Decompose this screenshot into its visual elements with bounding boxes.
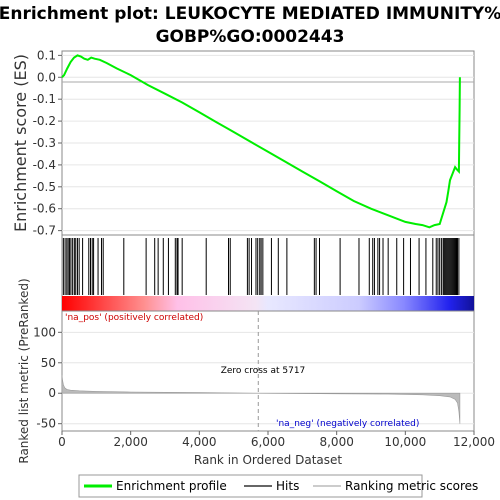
- x-tick-label: 12,000: [453, 435, 495, 449]
- x-tick-label: 4,000: [182, 435, 216, 449]
- es-y-tick-label: 0.0: [37, 70, 56, 84]
- metric-y-tick-label: -50: [36, 417, 56, 431]
- es-y-tick-label: -0.7: [33, 224, 56, 238]
- enrichment-profile-line: [61, 54, 461, 229]
- x-tick-label: 2,000: [113, 435, 147, 449]
- es-y-axis-label: Enrichment score (ES): [11, 54, 30, 232]
- metric-y-tick-label: 100: [33, 325, 56, 339]
- es-panel: 0.1 0.0 -0.1 -0.2 -0.3 -0.4 -0.5 -0.6 -0.7 Enric…: [11, 48, 475, 238]
- legend-profile-label: Enrichment profile: [116, 479, 227, 493]
- metric-y-axis-label: Ranked list metric (PreRanked): [17, 278, 31, 463]
- legend-hits-label: Hits: [276, 479, 299, 493]
- chart-title-line2: GOBP%GO:0002443: [156, 27, 345, 47]
- legend: Enrichment profile Hits Ranking metric s…: [78, 474, 478, 498]
- metric-y-ticks: 100 50 0 -50: [33, 325, 62, 431]
- chart-title-line1: Enrichment plot: LEUKOCYTE MEDIATED IMMU…: [0, 4, 500, 24]
- es-y-tick-label: -0.1: [33, 92, 56, 106]
- metric-y-tick-label: 0: [48, 386, 56, 400]
- es-y-tick-label: -0.2: [33, 114, 56, 128]
- metric-plot-area: [61, 310, 475, 432]
- es-gridlines: [62, 54, 474, 232]
- es-y-tick-label: -0.4: [33, 158, 56, 172]
- x-axis-ticks: 0 2,000 4,000 6,000 8,000 10,000 12,000: [58, 431, 495, 449]
- es-y-tick-label: -0.5: [33, 180, 56, 194]
- es-y-ticks: 0.1 0.0 -0.1 -0.2 -0.3 -0.4 -0.5 -0.6 -0.7: [33, 48, 62, 238]
- x-tick-label: 0: [58, 435, 66, 449]
- hits-panel: [61, 234, 475, 312]
- x-tick-label: 8,000: [319, 435, 353, 449]
- negative-correlation-label: 'na_neg' (negatively correlated): [276, 419, 419, 429]
- x-tick-label: 6,000: [251, 435, 285, 449]
- es-y-tick-label: -0.3: [33, 136, 56, 150]
- hit-markers: [62, 238, 460, 295]
- zero-cross-label: Zero cross at 5717: [221, 366, 306, 376]
- metric-y-tick-label: 50: [41, 356, 56, 370]
- legend-metric-label: Ranking metric scores: [345, 479, 478, 493]
- ranking-metric-area: [61, 374, 461, 424]
- ranking-heatmap-bar: [62, 296, 474, 311]
- x-tick-label: 10,000: [384, 435, 426, 449]
- x-axis-label: Rank in Ordered Dataset: [194, 453, 342, 467]
- es-y-tick-label: -0.6: [33, 202, 56, 216]
- es-y-tick-label: 0.1: [37, 48, 56, 62]
- positive-correlation-label: 'na_pos' (positively correlated): [65, 313, 203, 323]
